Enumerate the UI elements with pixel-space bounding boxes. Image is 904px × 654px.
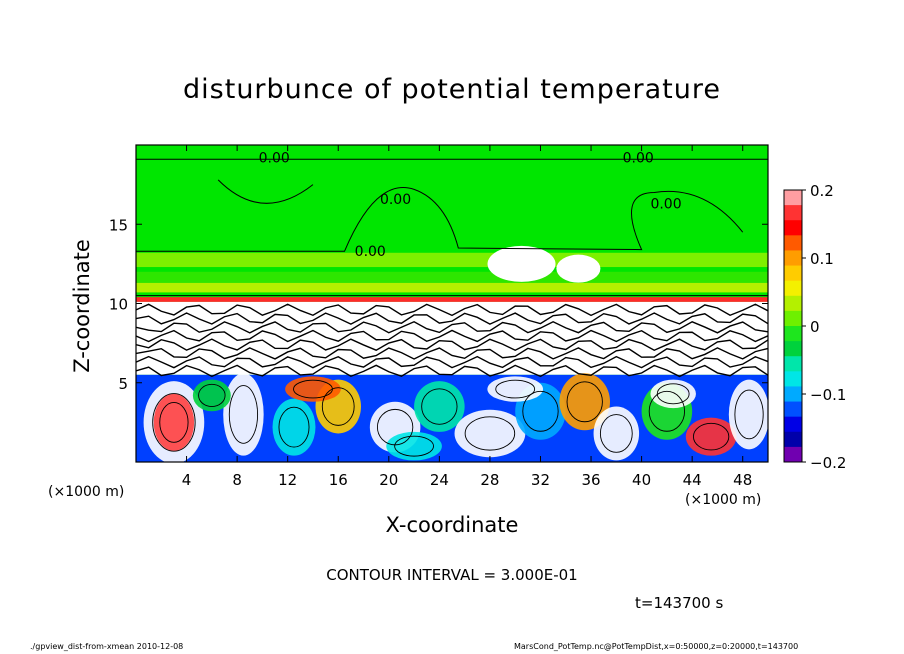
y-axis-label: Z-coordinate: [70, 239, 94, 373]
x-tick-label: 20: [379, 471, 398, 489]
colorbar-tick-label: 0.2: [810, 182, 834, 200]
contour-label: 0.00: [650, 197, 681, 213]
y-tick-label: 15: [109, 216, 128, 234]
colorbar-swatch: [784, 447, 802, 463]
colorbar-tick-label: −0.1: [810, 386, 846, 404]
x-tick-label: 16: [329, 471, 348, 489]
colorbar-tick-label: 0.1: [810, 250, 834, 268]
y-tick-label: 5: [118, 375, 128, 393]
x-tick-label: 24: [430, 471, 449, 489]
contour-label: 0.00: [355, 244, 386, 260]
contour-label: 0.00: [380, 192, 411, 208]
colorbar-swatch: [784, 296, 802, 312]
colorbar-swatch: [784, 250, 802, 266]
colorbar-swatch: [784, 386, 802, 402]
field-band: [136, 283, 768, 293]
colorbar-swatch: [784, 402, 802, 418]
contour-label: 0.00: [259, 151, 290, 167]
field-mixed-layer: [136, 302, 768, 375]
x-tick-label: 48: [733, 471, 752, 489]
colorbar-swatch: [784, 311, 802, 327]
x-tick-label: 44: [683, 471, 702, 489]
time-stamp: t=143700 s: [635, 594, 723, 612]
colorbar-tick-label: −0.2: [810, 454, 846, 472]
contour-interval: CONTOUR INTERVAL = 3.000E-01: [0, 566, 904, 584]
colorbar-swatch: [784, 417, 802, 433]
colorbar-swatch: [784, 205, 802, 221]
colorbar-swatch: [784, 341, 802, 357]
colorbar-swatch: [784, 281, 802, 297]
x-tick-label: 36: [581, 471, 600, 489]
colorbar-swatch: [784, 220, 802, 236]
colorbar-swatch: [784, 356, 802, 372]
footer-script: ./gpview_dist-from-xmean 2010-12-08: [30, 642, 183, 651]
x-unit-left: (×1000 m): [48, 484, 124, 500]
x-tick-label: 4: [182, 471, 192, 489]
colorbar: 0.2 0.1 0 −0.1 −0.2: [784, 182, 846, 472]
footer-source: MarsCond_PotTemp.nc@PotTempDist,x=0:5000…: [514, 642, 798, 651]
colorbar-swatch: [784, 235, 802, 251]
y-tick-label: 10: [109, 296, 128, 314]
colorbar-swatch: [784, 190, 802, 206]
field-plume: [488, 246, 556, 282]
field-band-hot: [136, 297, 768, 302]
x-tick-label: 32: [531, 471, 550, 489]
field-plume: [556, 255, 600, 283]
field-band: [136, 272, 768, 283]
heatmap-field: [136, 145, 769, 464]
colorbar-tick-label: 0: [810, 318, 820, 336]
colorbar-swatch: [784, 432, 802, 448]
contour-label: 0.00: [623, 151, 654, 167]
x-tick-label: 8: [232, 471, 242, 489]
x-unit-right: (×1000 m): [685, 492, 761, 508]
colorbar-swatch: [784, 326, 802, 342]
field-band: [136, 253, 768, 267]
colorbar-swatch: [784, 266, 802, 282]
colorbar-swatch: [784, 371, 802, 387]
x-tick-label: 28: [480, 471, 499, 489]
x-axis-label: X-coordinate: [0, 513, 904, 537]
x-tick-label: 12: [278, 471, 297, 489]
x-tick-label: 40: [632, 471, 651, 489]
